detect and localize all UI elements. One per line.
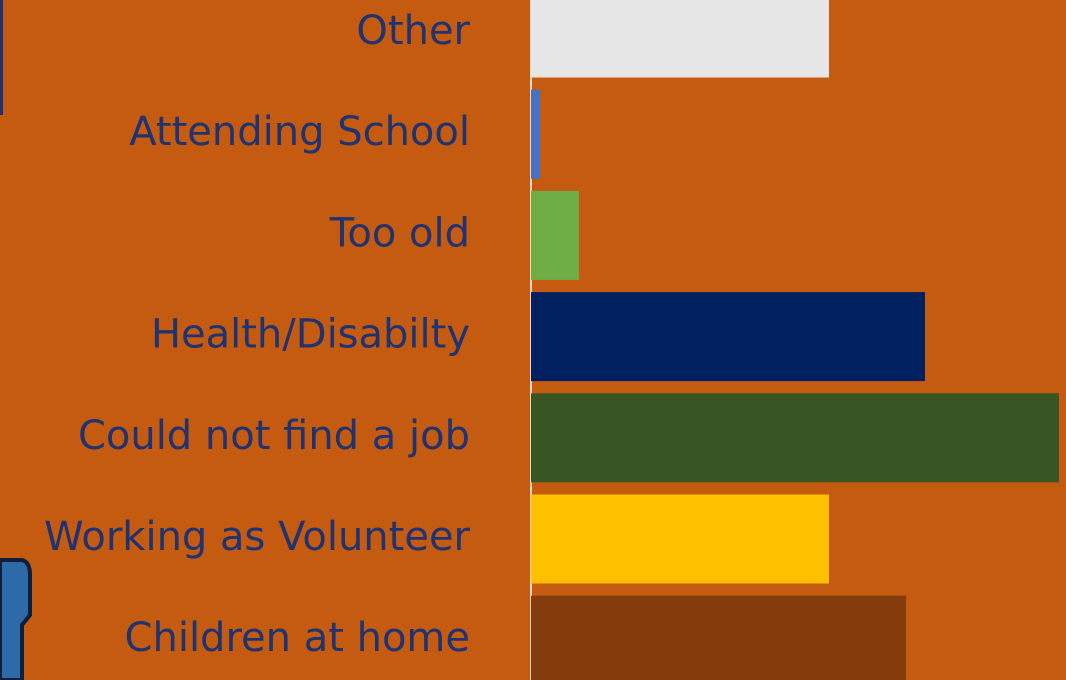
y-tick-label: Children at home — [125, 615, 470, 661]
bar — [531, 191, 579, 280]
chart: Other Attending School Too old Health/Disab… — [0, 0, 1066, 680]
bar — [531, 90, 540, 179]
decoration — [0, 0, 3, 115]
bar — [531, 596, 906, 680]
bar — [531, 0, 829, 78]
bar — [531, 292, 925, 381]
bar — [531, 495, 829, 584]
bar — [531, 393, 1059, 482]
y-tick-label: Attending School — [129, 109, 470, 155]
y-tick-label: Health/Disabilty — [151, 312, 470, 358]
y-tick-label: Working as Volunteer — [44, 514, 470, 560]
y-tick-label: Other — [356, 8, 470, 54]
y-tick-label: Could not find a job — [78, 413, 470, 459]
y-tick-label: Too old — [329, 210, 470, 256]
